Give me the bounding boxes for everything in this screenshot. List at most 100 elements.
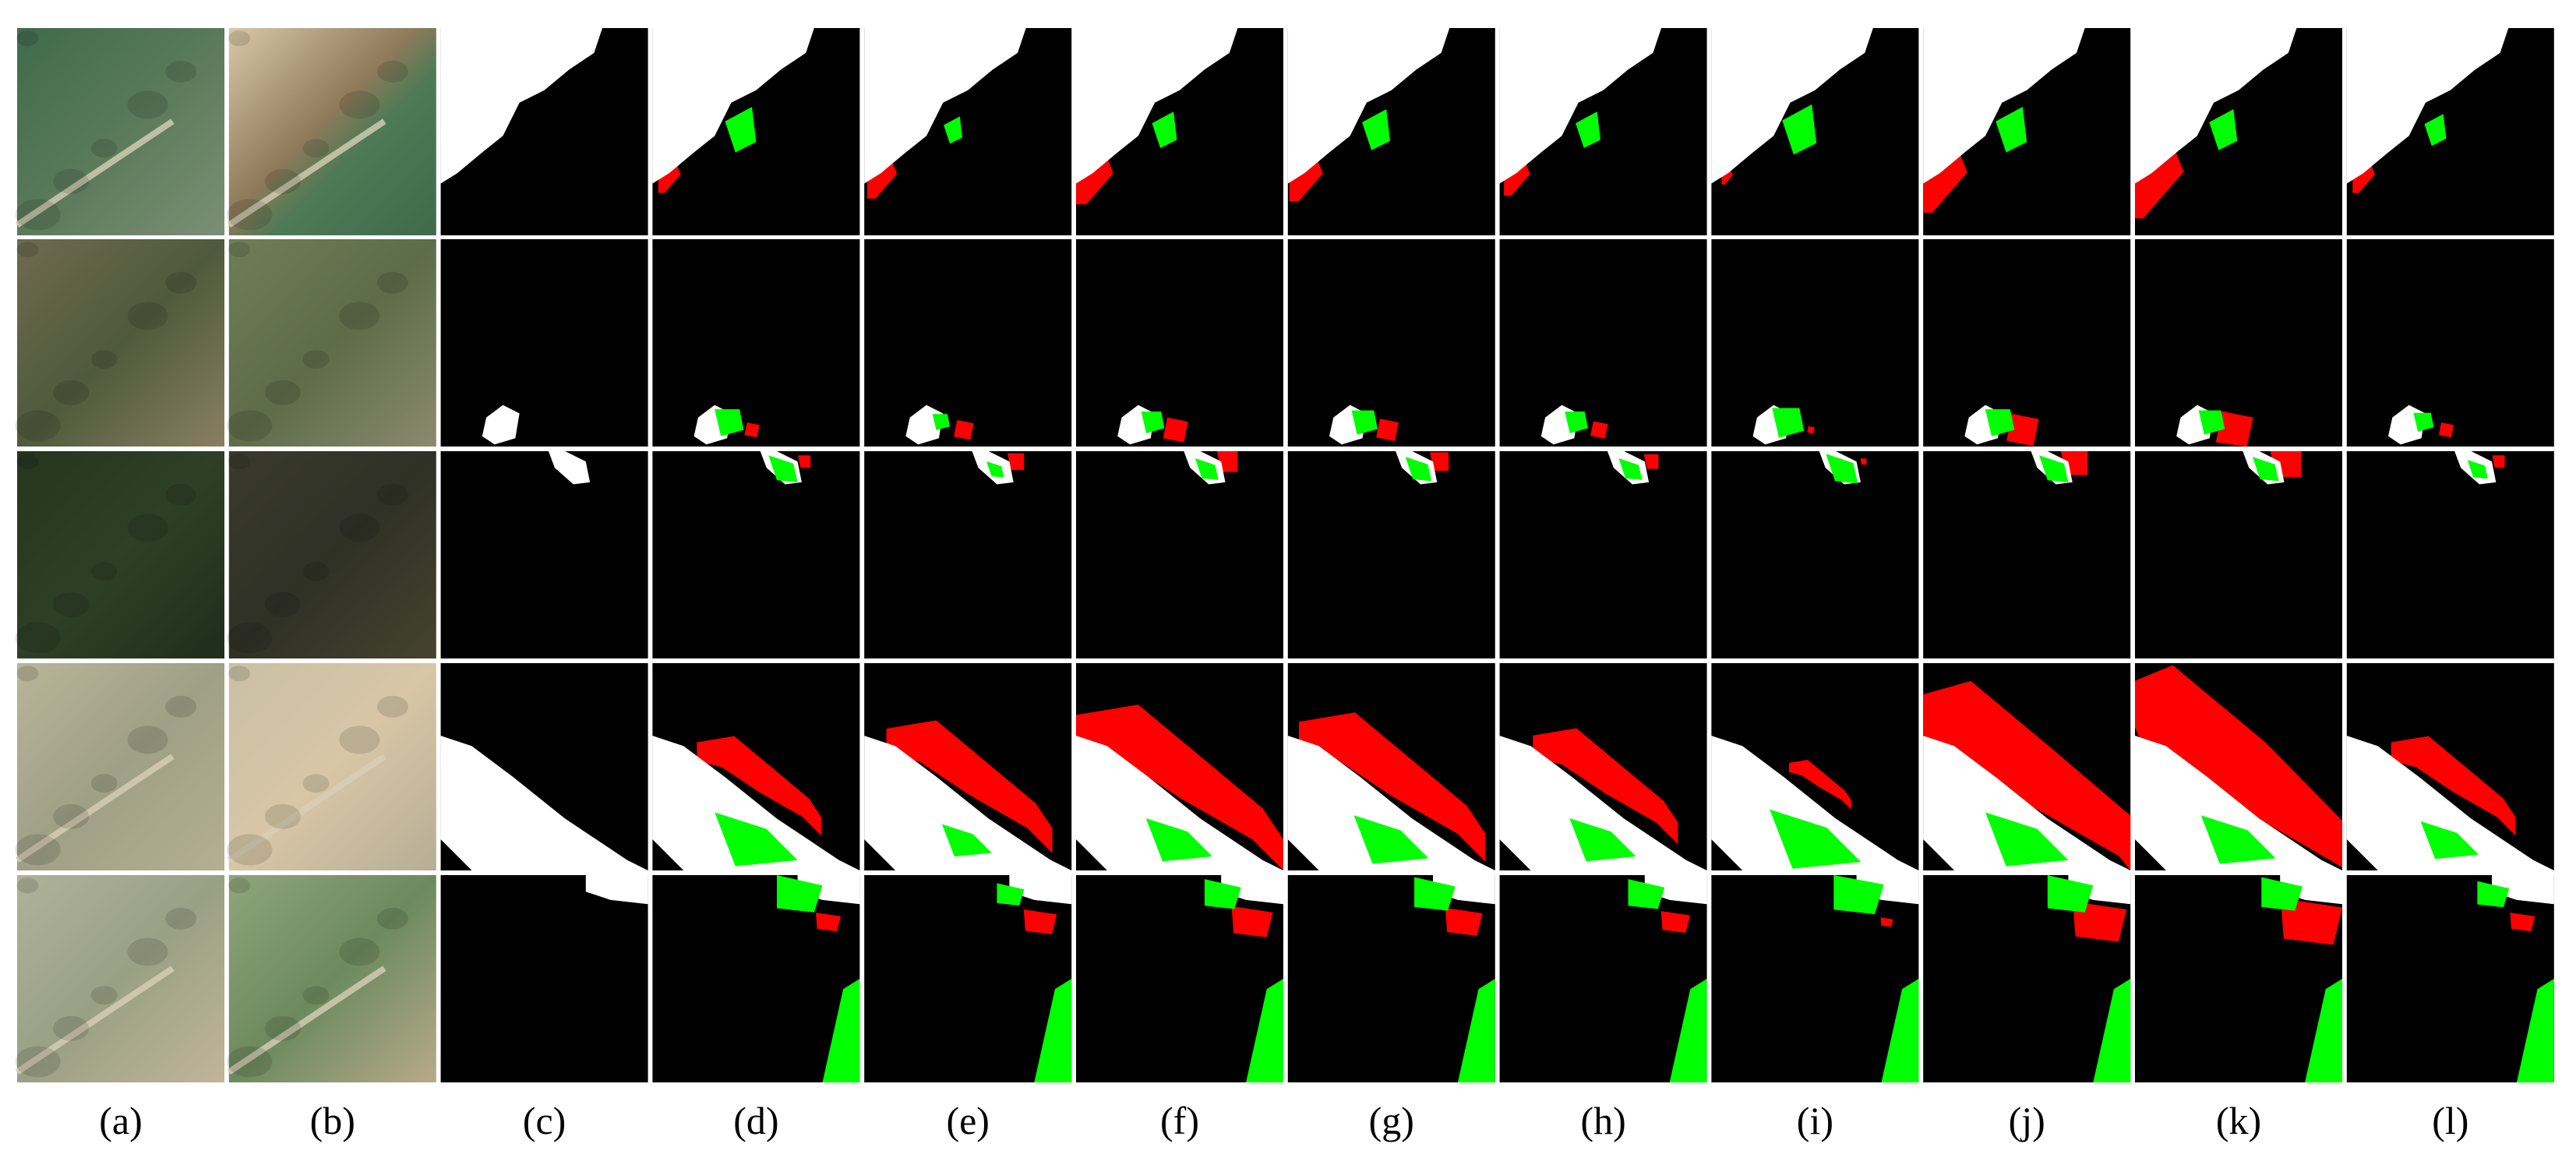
- false-negative-region: [2261, 877, 2303, 911]
- terrain-patch: [90, 350, 118, 369]
- true-positive-region: [652, 28, 814, 184]
- terrain-patch: [165, 907, 197, 930]
- terrain-patch: [228, 242, 251, 258]
- tile-row1-col-i: [1711, 28, 1919, 235]
- change-map: [1499, 451, 1707, 658]
- false-negative-region: [2047, 875, 2094, 913]
- tile-row1-col-j: [1923, 28, 2131, 235]
- tile-row2-col-j: [1923, 239, 2131, 447]
- terrain-patch: [53, 168, 90, 194]
- false-positive-region: [1660, 911, 1690, 934]
- change-map: [864, 875, 1072, 1082]
- change-map: [652, 875, 860, 1082]
- change-map: [1076, 451, 1283, 658]
- caption-a: (a): [99, 1099, 143, 1142]
- terrain-patch: [228, 877, 251, 894]
- true-positive-region: [2135, 28, 2297, 184]
- tile-row5-col-i: [1711, 875, 1919, 1082]
- changed-region: [440, 28, 603, 184]
- change-map: [864, 239, 1072, 447]
- false-negative-region: [2198, 410, 2225, 435]
- road-track: [15, 966, 175, 1075]
- tile-row4-col-l: [2346, 663, 2554, 870]
- tile-row3-col-k: [2135, 451, 2342, 658]
- false-negative-region: [1145, 818, 1212, 862]
- true-positive-region: [1499, 28, 1662, 184]
- false-negative-region: [2420, 821, 2479, 860]
- false-positive-region: [744, 422, 760, 438]
- terrain-patch: [227, 199, 273, 231]
- false-positive-region: [1376, 418, 1399, 442]
- change-map: [1287, 239, 1495, 447]
- terrain-patch: [15, 622, 61, 654]
- terrain-patch: [302, 562, 330, 581]
- false-positive-region: [2492, 455, 2505, 468]
- false-positive-region: [798, 455, 811, 468]
- false-positive-region: [886, 720, 1053, 853]
- tile-row5-col-f: [1076, 875, 1283, 1082]
- tile-row1-col-k: [2135, 28, 2342, 235]
- terrain-patch: [16, 665, 39, 682]
- false-positive-region: [1007, 453, 1025, 470]
- terrain-patch: [339, 302, 380, 330]
- false-negative-region: [1618, 458, 1643, 480]
- post-change-photo: [228, 451, 436, 658]
- image-grid: [15, 28, 2554, 1082]
- tile-row3-col-i: [1711, 451, 1919, 658]
- caption-c: (c): [523, 1099, 566, 1142]
- true-positive-region: [1711, 736, 1919, 870]
- false-negative-region: [1996, 107, 2027, 153]
- false-negative-region: [1405, 457, 1432, 482]
- false-positive-region: [1216, 451, 1238, 472]
- false-negative-region: [1576, 111, 1601, 149]
- terrain-patch: [16, 242, 39, 258]
- false-negative-region: [715, 812, 798, 867]
- terrain-patch: [165, 695, 197, 718]
- tile-row5-col-k: [2135, 875, 2342, 1082]
- true-positive-region: [2492, 875, 2554, 905]
- change-map: [1287, 875, 1495, 1082]
- false-negative-region: [1770, 809, 1861, 869]
- tile-row4-col-h: [1499, 663, 1707, 870]
- caption-i: (i): [1797, 1099, 1833, 1142]
- true-positive-region: [1076, 28, 1238, 184]
- tile-row2-col-b: [227, 239, 436, 447]
- false-negative-region: [1362, 109, 1391, 150]
- true-positive-region: [1009, 875, 1072, 905]
- false-positive-region: [1789, 759, 1851, 810]
- tile-row5-col-g: [1287, 875, 1495, 1082]
- tile-row2-col-c: [440, 239, 648, 447]
- false-negative-region: [1985, 409, 2015, 436]
- caption-e: (e): [946, 1099, 990, 1142]
- true-positive-region: [1923, 736, 2131, 870]
- terrain-patch: [302, 139, 330, 158]
- false-negative-region: [1414, 877, 1456, 911]
- terrain-patch: [53, 803, 90, 829]
- false-positive-region: [2006, 413, 2039, 447]
- tile-row3-col-e: [864, 451, 1072, 658]
- tile-row1-col-d: [652, 28, 860, 235]
- false-positive-region: [2073, 901, 2127, 942]
- terrain-patch: [264, 168, 301, 194]
- false-negative-region: [1628, 879, 1665, 909]
- terrain-patch: [165, 271, 197, 294]
- false-negative-region: [2039, 455, 2069, 482]
- tile-row1-col-h: [1499, 28, 1707, 235]
- terrain-patch: [228, 30, 251, 47]
- tile-row5-col-h: [1499, 875, 1707, 1082]
- ground-truth-map: [440, 239, 648, 447]
- changed-region: [548, 451, 591, 485]
- false-negative-region: [1833, 875, 1884, 915]
- tile-row4-col-c: [440, 663, 648, 870]
- tile-row3-col-a: [15, 451, 224, 658]
- false-negative-region: [1141, 411, 1165, 433]
- caption-l: (l): [2432, 1099, 2468, 1142]
- false-negative-region: [2516, 979, 2554, 1082]
- false-positive-region: [954, 419, 974, 440]
- false-negative-region: [2200, 815, 2276, 864]
- terrain-patch: [15, 1046, 61, 1078]
- false-positive-region: [1445, 907, 1483, 936]
- terrain-patch: [264, 1015, 301, 1041]
- terrain-patch: [376, 271, 408, 294]
